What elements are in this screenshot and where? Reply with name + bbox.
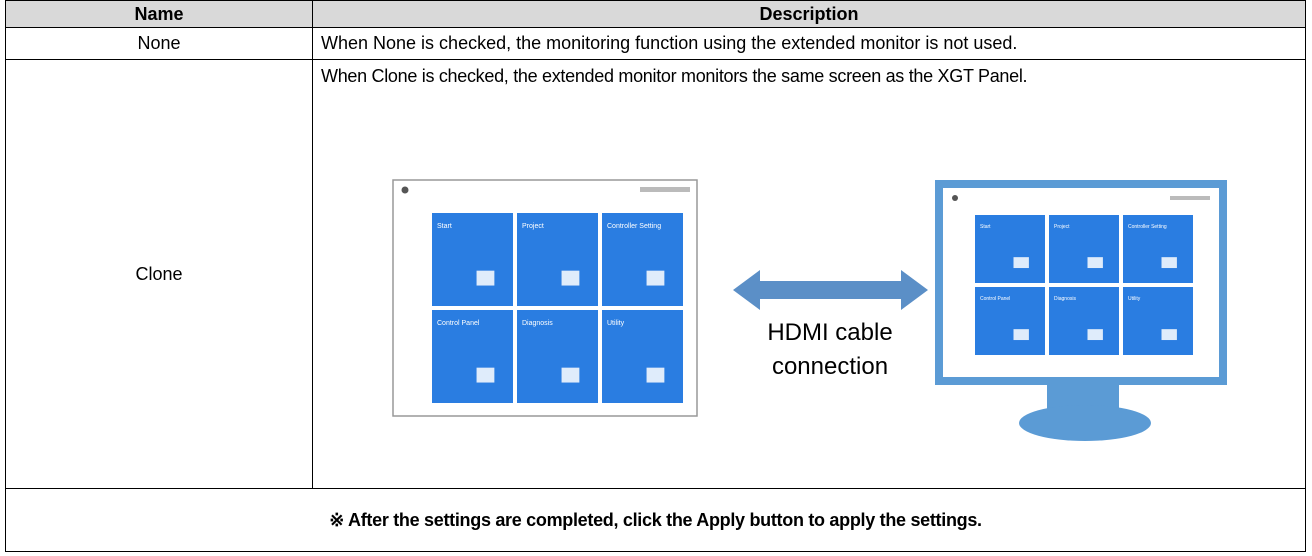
icon — [401, 186, 409, 194]
tile-icon — [1013, 257, 1029, 269]
tile-icon — [1087, 257, 1103, 269]
cable-label: HDMI cable — [767, 319, 892, 346]
tile-icon — [1013, 329, 1029, 341]
menu-tile — [1123, 215, 1193, 283]
description-cell: When None is checked, the monitoring fun… — [312, 27, 1306, 60]
menu-tile — [1123, 287, 1193, 355]
menu-tile — [1049, 287, 1119, 355]
tile-icon — [561, 367, 580, 383]
description-text: When Clone is checked, the extended moni… — [321, 66, 1028, 86]
tile-label: Control Panel — [980, 296, 1010, 302]
tile-icon — [646, 367, 665, 383]
icon — [952, 195, 958, 201]
status-bar — [640, 187, 690, 192]
tile-icon — [476, 367, 495, 383]
tile-icon — [1087, 329, 1103, 341]
tile-label: Controller Setting — [607, 223, 661, 230]
menu-tile — [602, 310, 683, 403]
cable-arrow — [733, 270, 928, 310]
tile-icon — [1161, 257, 1177, 269]
menu-tile — [975, 287, 1045, 355]
tile-label: Diagnosis — [1054, 296, 1076, 302]
tile-icon — [646, 270, 665, 286]
menu-tile — [602, 213, 683, 306]
name-cell: None — [5, 27, 313, 60]
menu-tile — [432, 213, 513, 306]
tile-label: Project — [522, 223, 544, 230]
status-bar — [1170, 196, 1210, 200]
menu-tile — [517, 213, 598, 306]
tile-icon — [561, 270, 580, 286]
tile-label: Project — [1054, 224, 1070, 230]
cable-label: connection — [772, 353, 888, 380]
tile-label: Controller Setting — [1128, 224, 1167, 230]
menu-tile — [975, 215, 1045, 283]
menu-tile — [517, 310, 598, 403]
tile-label: Utility — [1128, 296, 1141, 302]
header-cell: Name — [5, 0, 313, 28]
tile-label: Diagnosis — [522, 320, 553, 327]
tile-icon — [1161, 329, 1177, 341]
tile-label: Start — [980, 224, 991, 230]
tile-label: Start — [437, 223, 452, 230]
menu-tile — [1049, 215, 1119, 283]
menu-tile — [432, 310, 513, 403]
monitor-base — [1019, 405, 1151, 441]
tile-icon — [476, 270, 495, 286]
tile-label: Control Panel — [437, 320, 480, 327]
note: ※ After the settings are completed, clic… — [5, 488, 1306, 552]
tile-label: Utility — [607, 320, 625, 327]
